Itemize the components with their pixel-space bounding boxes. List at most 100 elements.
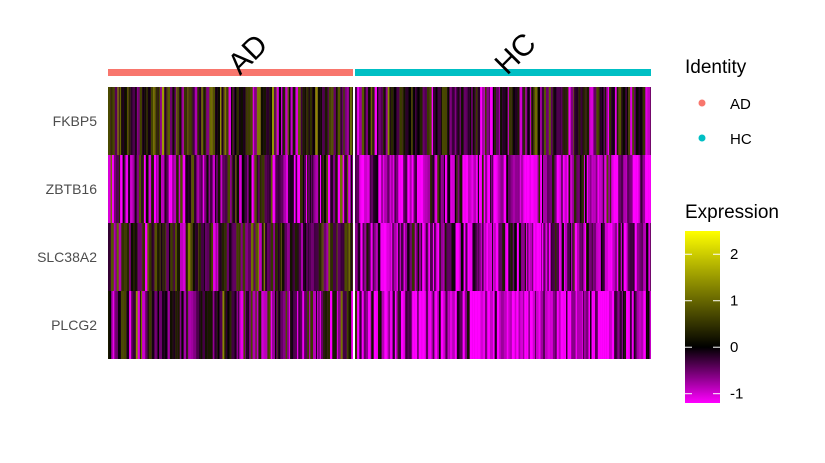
heatmap-cell [136, 87, 139, 155]
heatmap-cell [434, 223, 436, 291]
heatmap-cell [527, 223, 529, 291]
heatmap-cell [340, 155, 343, 223]
heatmap-cell [363, 291, 366, 359]
heatmap-cell [118, 223, 122, 291]
heatmap-cell [340, 87, 343, 155]
heatmap-cell [474, 291, 478, 359]
heatmap-cell [323, 223, 327, 291]
heatmap-cell [556, 155, 559, 223]
heatmap-cell [244, 155, 248, 223]
heatmap-cell [125, 155, 129, 223]
heatmap-cell [396, 155, 399, 223]
heatmap-cell [212, 291, 214, 359]
heatmap-cell [202, 291, 205, 359]
heatmap-cell [192, 87, 195, 155]
heatmap-cell [147, 223, 150, 291]
heatmap-cell [536, 291, 539, 359]
heatmap-cell [302, 87, 305, 155]
heatmap-cell [243, 291, 246, 359]
heatmap-cell [313, 223, 316, 291]
heatmap-cell [372, 223, 375, 291]
heatmap-cell [552, 291, 556, 359]
heatmap-cell [206, 155, 209, 223]
heatmap-cell [573, 223, 575, 291]
heatmap-cell [627, 223, 630, 291]
heatmap-cell [479, 155, 482, 223]
heatmap-cell [226, 223, 229, 291]
heatmap-cell [399, 223, 401, 291]
heatmap-cell [147, 291, 149, 359]
heatmap-cell [492, 223, 495, 291]
heatmap-cell [279, 223, 282, 291]
heatmap-cell [237, 291, 240, 359]
heatmap-cell [411, 223, 415, 291]
heatmap-cell [268, 223, 271, 291]
heatmap-cell [204, 155, 207, 223]
heatmap-cell [610, 155, 612, 223]
heatmap-cell [643, 223, 647, 291]
heatmap-cell [479, 223, 481, 291]
heatmap-cell [407, 223, 410, 291]
heatmap-cell [552, 87, 554, 155]
heatmap-cell [368, 223, 371, 291]
heatmap-cell [304, 223, 307, 291]
heatmap-cell [389, 155, 392, 223]
heatmap-cell [520, 291, 524, 359]
heatmap-cell [529, 87, 532, 155]
heatmap-cell [232, 291, 235, 359]
heatmap-cell [491, 223, 493, 291]
heatmap-cell [225, 291, 228, 359]
heatmap-cell [506, 223, 509, 291]
heatmap-cell [357, 223, 361, 291]
heatmap-cell [111, 155, 114, 223]
heatmap-cell [145, 291, 148, 359]
heatmap-cell [589, 87, 591, 155]
heatmap-cell [295, 87, 299, 155]
heatmap-cell [382, 87, 385, 155]
heatmap-cell [263, 223, 266, 291]
heatmap-cell [308, 223, 310, 291]
heatmap-cell [157, 87, 159, 155]
heatmap-cell [553, 87, 557, 155]
heatmap-cell [496, 155, 498, 223]
heatmap-cell [480, 223, 482, 291]
heatmap-cell [427, 155, 431, 223]
heatmap-cell [281, 223, 282, 291]
heatmap-cell [581, 291, 583, 359]
heatmap-cell [643, 291, 646, 359]
heatmap-cell [268, 291, 271, 359]
heatmap-cell [154, 223, 158, 291]
heatmap-cell [526, 291, 528, 359]
heatmap-cell [483, 87, 485, 155]
heatmap-cell [380, 223, 382, 291]
heatmap-cell [210, 291, 213, 359]
heatmap-cell [469, 87, 472, 155]
heatmap-cell [395, 223, 397, 291]
heatmap-cell [467, 87, 470, 155]
heatmap-cell [254, 155, 257, 223]
heatmap-cell [595, 155, 597, 223]
heatmap-cell [529, 291, 533, 359]
heatmap-cell [407, 291, 409, 359]
heatmap-cell [133, 291, 135, 359]
heatmap-cell [614, 87, 617, 155]
heatmap-cell [430, 291, 432, 359]
heatmap-cell [498, 87, 501, 155]
heatmap-cell [371, 291, 374, 359]
heatmap-cell [536, 223, 540, 291]
heatmap-cell [433, 87, 436, 155]
heatmap-cell [503, 291, 507, 359]
heatmap-cell [137, 291, 140, 359]
heatmap-cell [547, 291, 551, 359]
heatmap-cell [295, 291, 297, 359]
heatmap-cell [129, 223, 131, 291]
heatmap-cell [561, 87, 563, 155]
heatmap-cell [172, 223, 174, 291]
heatmap-cell [596, 223, 598, 291]
heatmap-cell [550, 223, 553, 291]
heatmap-cell [387, 291, 389, 359]
heatmap-cell [604, 223, 608, 291]
heatmap-cell [641, 223, 644, 291]
heatmap-cell [248, 155, 252, 223]
heatmap-cell [241, 155, 245, 223]
